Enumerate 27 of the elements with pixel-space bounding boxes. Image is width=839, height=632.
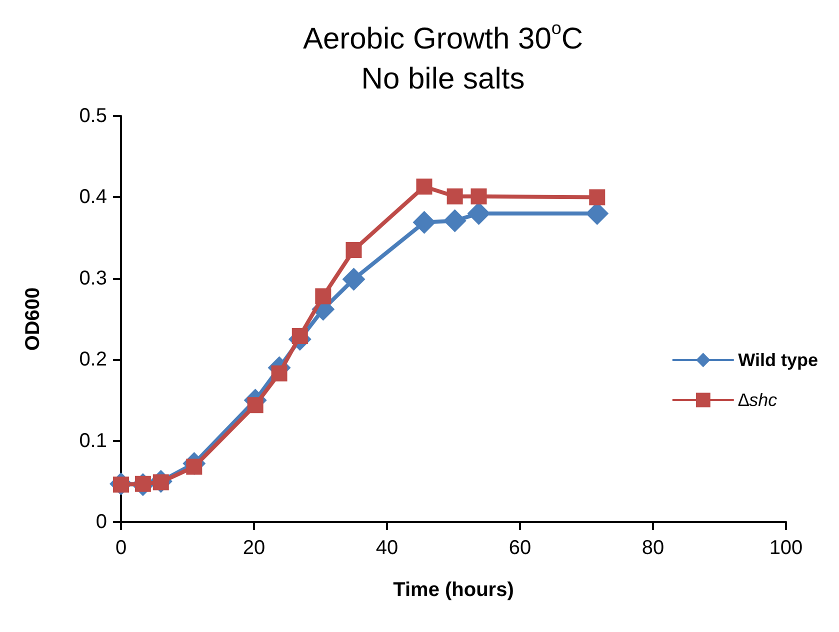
y-tick-label: 0.3 [79, 267, 107, 290]
point [416, 178, 432, 195]
point [589, 189, 606, 206]
y-tick-label: 0 [96, 511, 107, 533]
y-tick-label: 0.5 [79, 105, 107, 127]
x-tick-label: 0 [115, 537, 127, 559]
point [271, 365, 288, 382]
x-tick-label: 60 [508, 537, 532, 559]
x-tick-label: 100 [769, 537, 803, 559]
legend-label: ∆shc [738, 390, 778, 410]
point [247, 397, 264, 414]
point [443, 209, 466, 232]
x-tick-label: 80 [642, 537, 664, 559]
point [470, 188, 487, 204]
y-tick-label: 0.2 [79, 348, 107, 371]
point [315, 288, 332, 304]
legend-label: Wild type [738, 350, 818, 370]
y-tick-label: 0.4 [79, 186, 107, 208]
point [446, 188, 463, 204]
point [412, 210, 436, 234]
y-axis-title: OD600 [22, 287, 44, 351]
x-tick-label: 40 [376, 537, 398, 559]
y-tick-label: 0.1 [79, 430, 107, 452]
x-axis-title: Time (hours) [393, 579, 514, 601]
x-tick-label: 20 [242, 537, 266, 559]
point [346, 242, 362, 258]
point [342, 268, 366, 291]
